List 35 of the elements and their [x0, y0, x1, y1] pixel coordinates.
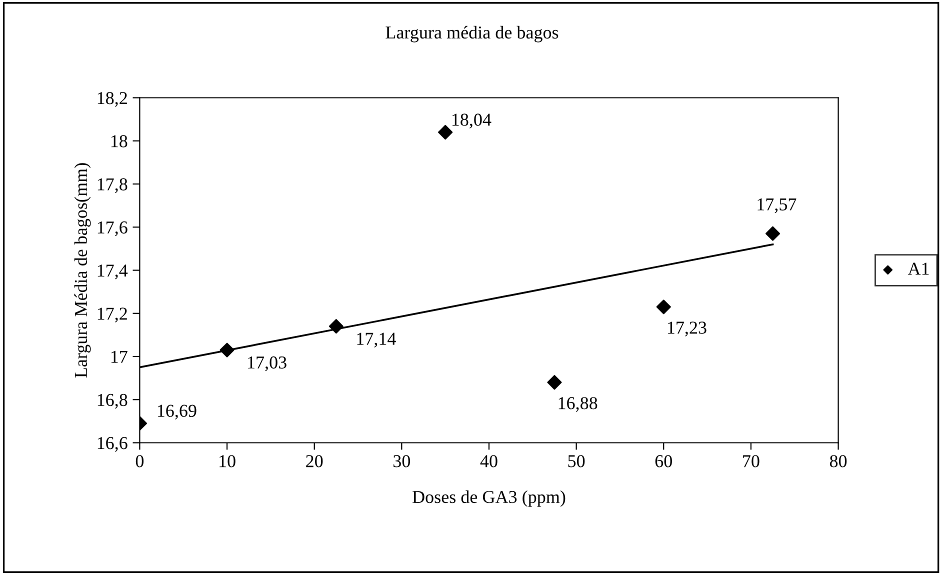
x-tick-label: 80 [830, 455, 847, 468]
data-label: 18,04 [452, 114, 492, 128]
y-tick-label: 16,6 [98, 437, 128, 452]
data-label: 17,23 [668, 322, 706, 336]
x-tick-label: 20 [306, 455, 323, 468]
y-tick-label: 17,8 [98, 178, 128, 194]
y-tick-label: 17 [111, 350, 128, 363]
y-tick-label: 16,8 [98, 394, 128, 409]
point [438, 124, 453, 140]
x-tick-label: 30 [394, 455, 410, 468]
data-label: 16,69 [158, 404, 196, 420]
point [766, 226, 780, 241]
point [656, 300, 671, 314]
y-axis-title: Largura Média de bagos(mm) [74, 163, 91, 378]
y-tick-label: 17,6 [98, 221, 128, 236]
y-tick-label: 17,4 [98, 264, 128, 280]
data-label: 17,03 [248, 356, 286, 372]
data-label: 16,88 [558, 397, 598, 412]
x-axis-title: Doses de GA3 (ppm) [412, 490, 566, 507]
point [220, 342, 234, 358]
y-tick-label: 17,2 [98, 308, 127, 322]
chart-title: Largura média de bagos [386, 26, 558, 42]
x-tick-label: 0 [136, 455, 144, 468]
point [547, 375, 562, 390]
point [328, 319, 344, 334]
y-tick-label: 18,2 [98, 92, 127, 107]
y-tick-label: 18 [111, 135, 128, 148]
data-label: 17,14 [357, 332, 396, 348]
x-tick-label: 50 [568, 455, 585, 468]
x-tick-label: 60 [655, 455, 672, 468]
x-tick-label: 70 [743, 455, 760, 468]
legend-label: A1 [908, 262, 929, 275]
x-tick-label: 10 [220, 455, 236, 468]
data-label: 17,57 [758, 198, 796, 214]
x-tick-label: 40 [480, 455, 498, 468]
